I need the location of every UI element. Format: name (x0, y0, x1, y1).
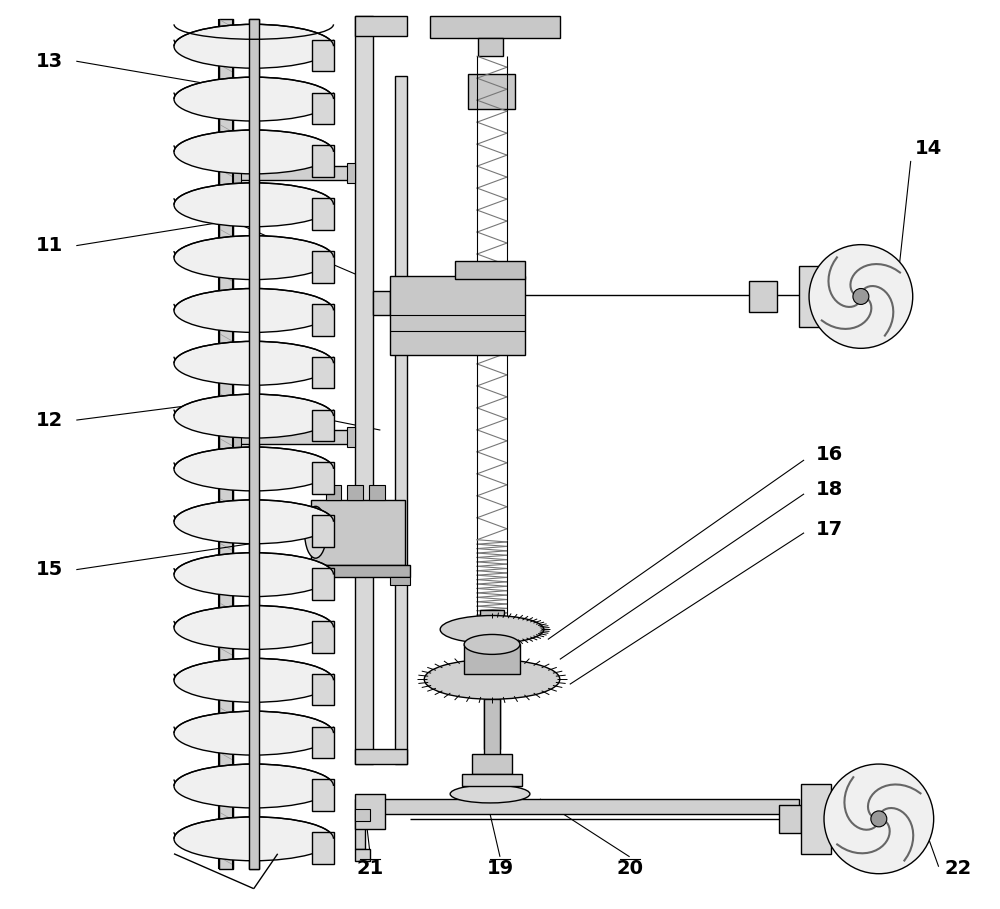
Bar (468, 75, 515, 109)
Ellipse shape (174, 25, 334, 68)
Ellipse shape (174, 342, 334, 385)
Bar (390, 275, 525, 355)
Bar (312, 93, 334, 125)
Bar (312, 463, 334, 494)
Bar (779, 805, 801, 833)
Ellipse shape (174, 77, 334, 121)
Ellipse shape (174, 711, 334, 755)
Text: 11: 11 (36, 236, 63, 255)
Bar (219, 19, 233, 869)
Bar (312, 568, 334, 600)
Bar (311, 500, 405, 564)
Bar (312, 40, 334, 72)
Bar (249, 19, 259, 869)
Bar (355, 16, 407, 36)
Ellipse shape (174, 288, 334, 333)
Bar (233, 165, 355, 180)
Bar (430, 16, 560, 38)
Bar (395, 76, 407, 764)
Bar (312, 304, 334, 335)
Bar (306, 564, 410, 576)
Bar (312, 145, 334, 177)
Bar (478, 38, 503, 56)
Bar (347, 427, 355, 447)
Bar (484, 620, 500, 749)
Circle shape (871, 811, 887, 827)
Bar (312, 251, 334, 283)
Bar (799, 265, 834, 327)
Bar (390, 576, 410, 584)
Ellipse shape (174, 764, 334, 808)
Bar (312, 515, 334, 547)
Ellipse shape (174, 235, 334, 280)
Circle shape (853, 288, 869, 305)
Bar (355, 749, 407, 764)
Circle shape (809, 245, 913, 348)
Bar (801, 784, 831, 854)
Bar (455, 261, 525, 278)
Bar (480, 610, 504, 649)
Text: 18: 18 (815, 480, 843, 499)
Ellipse shape (174, 447, 334, 491)
Bar (312, 779, 334, 811)
Bar (462, 774, 522, 786)
Bar (312, 833, 334, 864)
Text: 15: 15 (36, 560, 63, 579)
Bar (369, 484, 385, 500)
Ellipse shape (464, 634, 520, 654)
Text: 12: 12 (36, 411, 63, 430)
Ellipse shape (174, 605, 334, 649)
Bar (355, 809, 370, 821)
Bar (306, 576, 326, 584)
Bar (464, 644, 520, 674)
Ellipse shape (174, 658, 334, 703)
Ellipse shape (174, 130, 334, 174)
Ellipse shape (450, 785, 530, 803)
Circle shape (824, 764, 934, 874)
Bar (373, 291, 390, 315)
Bar (484, 699, 500, 779)
Ellipse shape (174, 553, 334, 596)
Text: 21: 21 (357, 859, 384, 878)
Bar (347, 163, 355, 183)
Ellipse shape (174, 817, 334, 861)
Ellipse shape (305, 506, 327, 558)
Ellipse shape (174, 395, 334, 438)
Bar (326, 484, 341, 500)
Bar (347, 484, 363, 500)
Text: 17: 17 (815, 520, 843, 539)
Bar (484, 779, 500, 799)
Bar (355, 814, 365, 849)
Ellipse shape (440, 615, 544, 644)
Bar (233, 163, 241, 183)
Ellipse shape (424, 659, 560, 699)
Bar (355, 16, 373, 764)
Text: 19: 19 (486, 859, 514, 878)
Text: 20: 20 (616, 859, 643, 878)
Bar (312, 674, 334, 705)
Bar (312, 198, 334, 230)
Bar (233, 427, 241, 447)
Bar (312, 726, 334, 758)
Text: 16: 16 (815, 445, 843, 464)
Bar (249, 19, 259, 869)
Bar (355, 849, 370, 861)
Text: 14: 14 (915, 139, 942, 158)
Bar (312, 356, 334, 388)
Text: 13: 13 (36, 52, 63, 71)
Ellipse shape (174, 183, 334, 226)
Bar (749, 281, 777, 313)
Bar (355, 799, 799, 814)
Bar (355, 794, 385, 829)
Bar (233, 430, 355, 444)
Bar (472, 754, 512, 774)
Ellipse shape (174, 500, 334, 544)
Text: 22: 22 (945, 859, 972, 878)
Bar (312, 410, 334, 441)
Bar (312, 621, 334, 653)
